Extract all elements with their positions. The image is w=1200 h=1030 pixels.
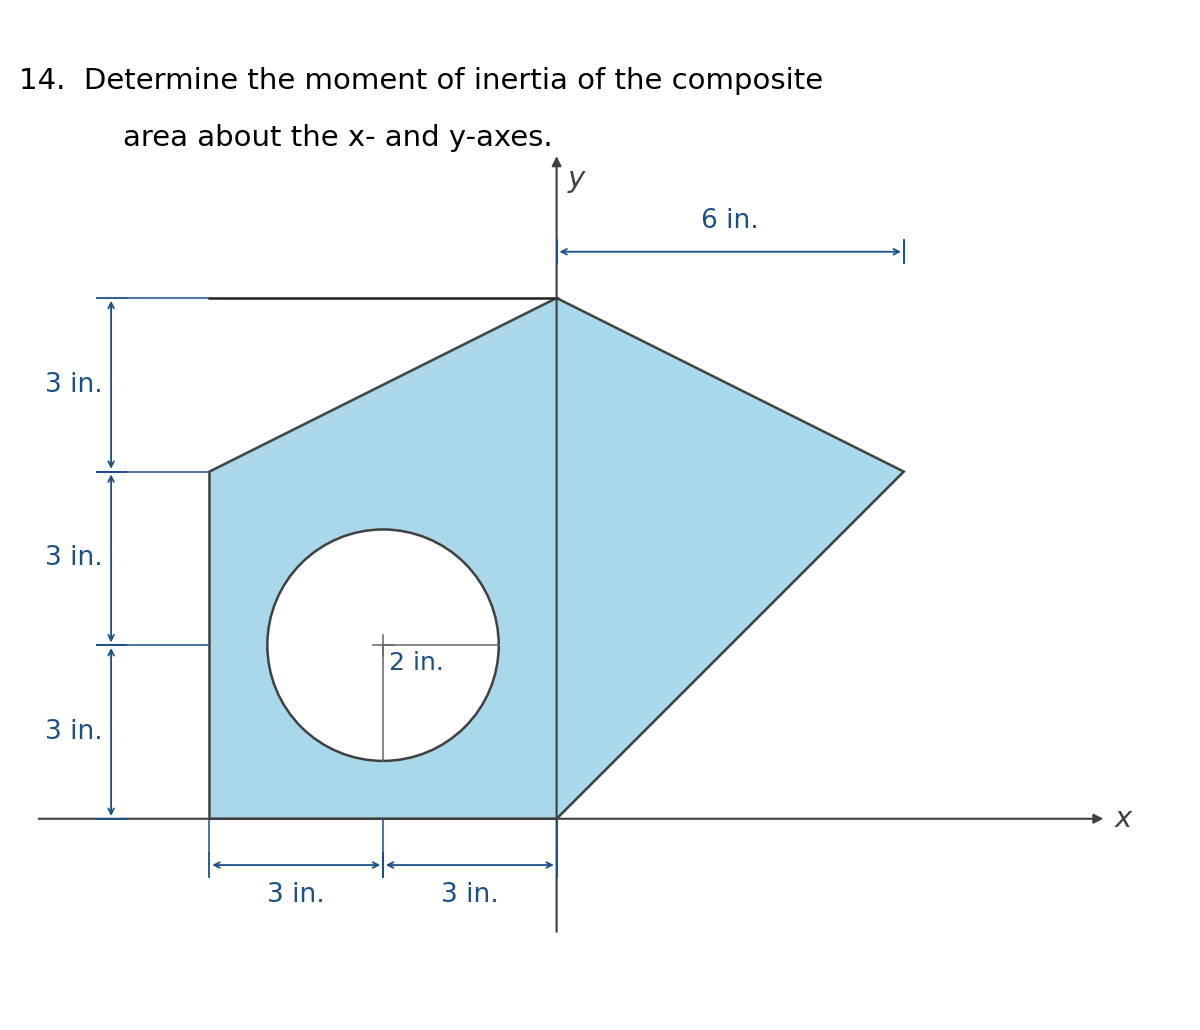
Text: 3 in.: 3 in. bbox=[44, 719, 102, 745]
Text: 3 in.: 3 in. bbox=[440, 883, 499, 908]
Text: area about the x- and y-axes.: area about the x- and y-axes. bbox=[122, 125, 552, 152]
Text: 14.  Determine the moment of inertia of the composite: 14. Determine the moment of inertia of t… bbox=[18, 67, 823, 95]
Text: 6 in.: 6 in. bbox=[701, 208, 760, 235]
Circle shape bbox=[268, 529, 499, 761]
Polygon shape bbox=[210, 298, 904, 819]
Text: 3 in.: 3 in. bbox=[44, 546, 102, 572]
Text: 2 in.: 2 in. bbox=[389, 651, 444, 675]
Text: 3 in.: 3 in. bbox=[44, 372, 102, 398]
Text: 3 in.: 3 in. bbox=[268, 883, 325, 908]
Text: y: y bbox=[568, 165, 586, 193]
Text: x: x bbox=[1115, 804, 1132, 833]
